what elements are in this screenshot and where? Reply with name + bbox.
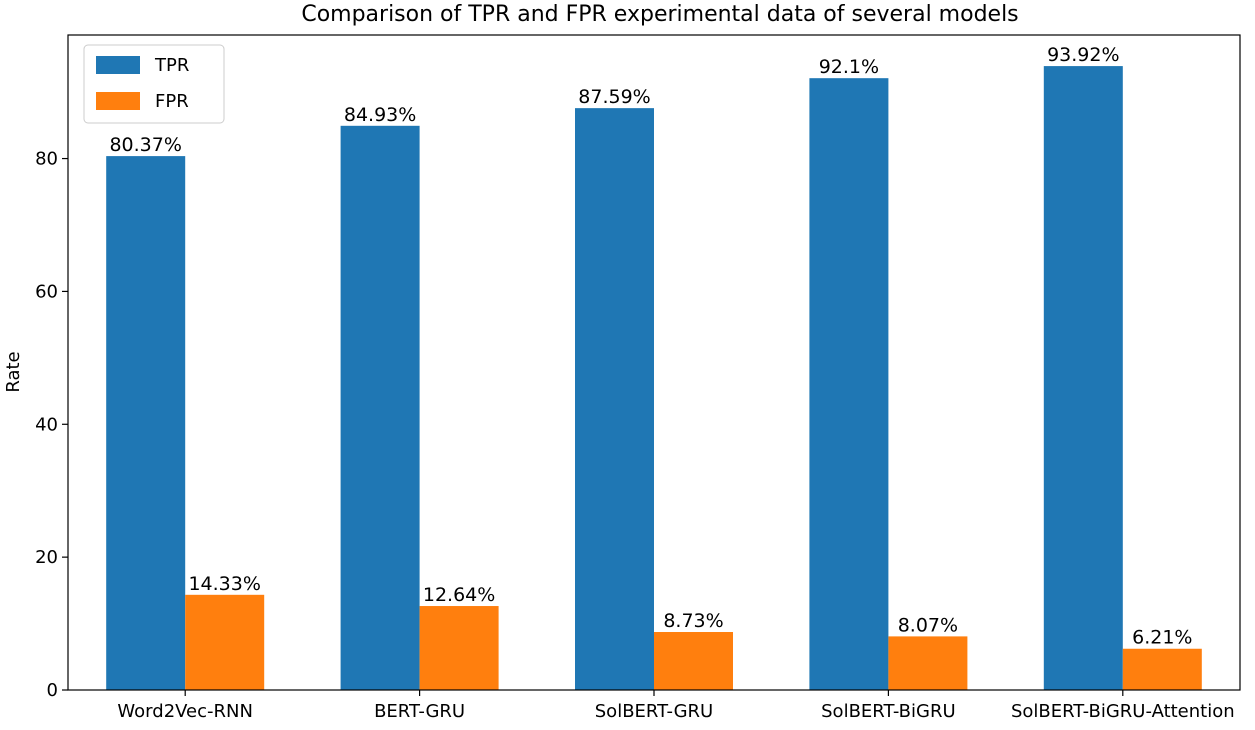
bar-fpr <box>185 594 265 690</box>
x-axis: Word2Vec-RNN BERT-GRU SolBERT-GRU SolBERT-B… <box>117 690 1235 722</box>
bars-group: 80.37% 14.33% 84.93% 12.64% 87.59% 8.73% 92.1%… <box>106 44 1202 691</box>
x-tick-label: SolBERT-BiGRU-Attention <box>1011 701 1235 722</box>
legend: TPR FPR <box>83 44 225 124</box>
y-tick-label: 20 <box>35 547 58 568</box>
bar-tpr <box>809 78 889 691</box>
bar-value-label: 93.92% <box>1047 44 1119 66</box>
y-tick-label: 80 <box>35 149 58 170</box>
y-tick-label: 40 <box>35 414 58 435</box>
legend-label-tpr: TPR <box>154 55 189 76</box>
y-axis-label: Rate <box>3 351 24 392</box>
chart-title: Comparison of TPR and FPR experimental d… <box>301 2 1018 27</box>
y-axis: 0 20 40 60 80 <box>35 149 68 701</box>
x-tick-label: SolBERT-GRU <box>595 701 714 722</box>
bar-value-label: 8.07% <box>898 614 958 636</box>
bar-value-label: 12.64% <box>423 584 495 606</box>
bar-tpr <box>340 125 420 691</box>
bar-value-label: 80.37% <box>109 134 181 156</box>
legend-swatch-fpr <box>96 92 140 110</box>
bar-fpr <box>888 636 968 690</box>
bar-value-label: 6.21% <box>1132 627 1192 649</box>
bar-fpr <box>1122 648 1202 690</box>
bar-value-label: 14.33% <box>188 573 260 595</box>
x-tick-label: Word2Vec-RNN <box>117 701 253 722</box>
bar-tpr <box>575 108 654 690</box>
legend-swatch-tpr <box>96 56 140 74</box>
x-tick-label: SolBERT-BiGRU <box>821 701 956 722</box>
bar-value-label: 87.59% <box>578 86 650 108</box>
bar-tpr <box>1043 66 1123 691</box>
bar-fpr <box>654 632 733 690</box>
legend-label-fpr: FPR <box>155 91 189 112</box>
bar-value-label: 92.1% <box>819 56 879 78</box>
bar-value-label: 84.93% <box>344 104 416 126</box>
bar-fpr <box>419 606 499 690</box>
bar-tpr <box>106 156 186 690</box>
x-tick-label: BERT-GRU <box>374 701 465 722</box>
plot-frame <box>67 34 1241 691</box>
bar-value-label: 8.73% <box>663 610 723 632</box>
y-tick-label: 60 <box>35 281 58 302</box>
y-tick-label: 0 <box>47 680 58 701</box>
